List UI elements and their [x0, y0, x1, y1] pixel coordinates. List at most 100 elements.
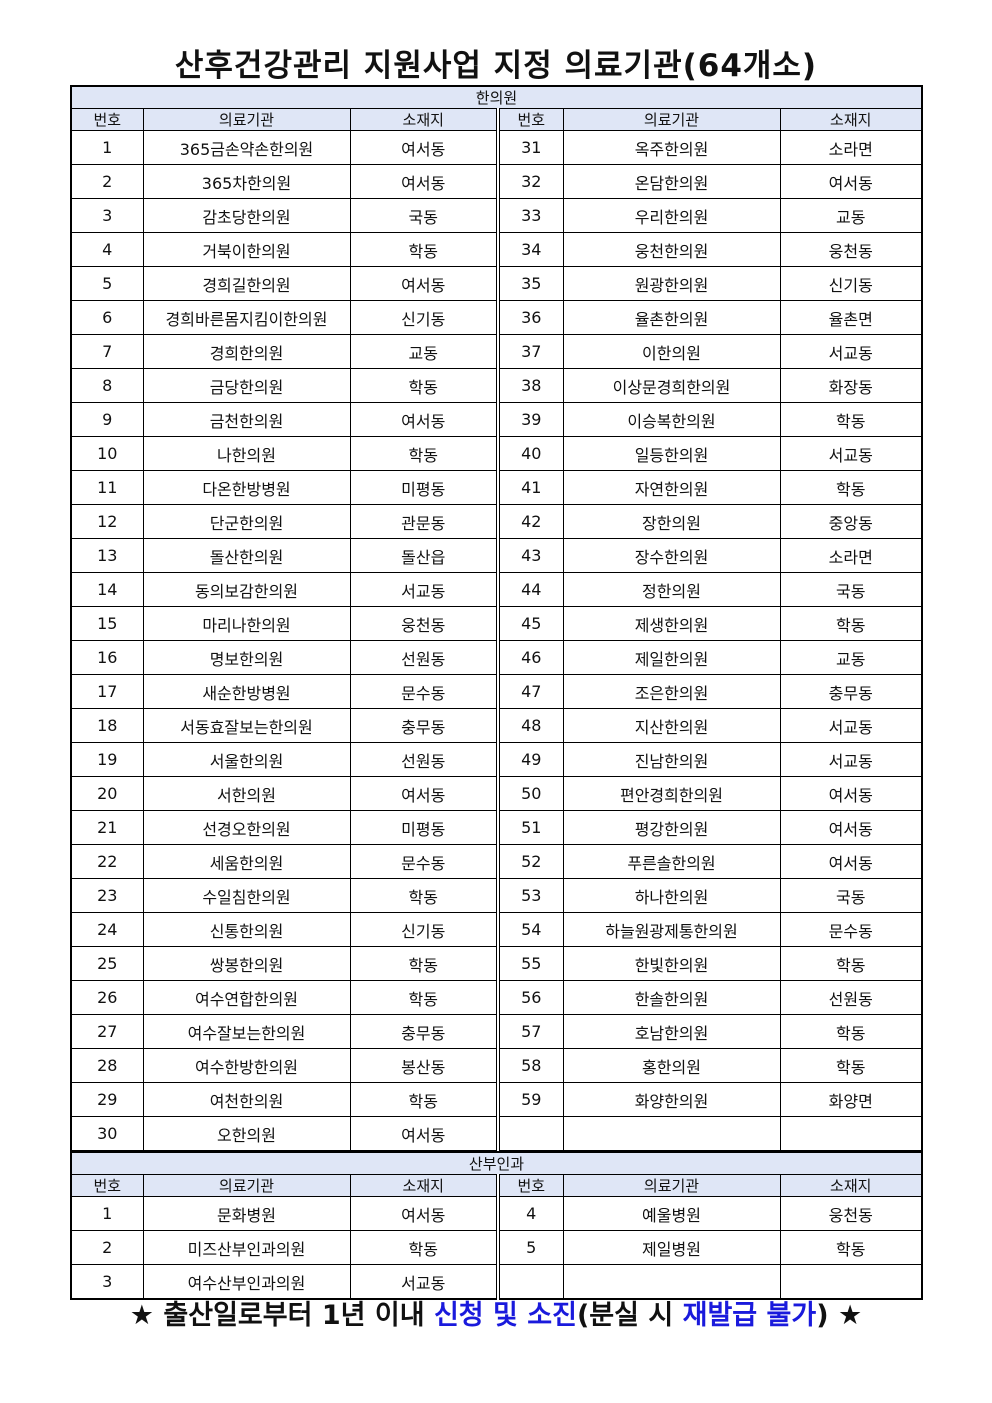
cell-number: 18	[70, 708, 144, 743]
cell-location: 학동	[779, 1014, 923, 1049]
cell-number: 48	[497, 708, 564, 743]
cell-name: 나한의원	[142, 436, 351, 471]
cell-name: 웅천한의원	[562, 232, 781, 267]
cell-location: 학동	[349, 1082, 500, 1117]
cell-name: 장수한의원	[562, 538, 781, 573]
table-row: 6 경희바른몸지킴이한의원 신기동 36 율촌한의원 율촌면	[70, 300, 923, 335]
cell-name: 새순한방병원	[142, 674, 351, 709]
cell-location: 여서동	[779, 164, 923, 199]
cell-number: 53	[497, 878, 564, 913]
cell-number: 58	[497, 1048, 564, 1083]
table-row: 2 365차한의원 여서동 32 온담한의원 여서동	[70, 164, 923, 199]
cell-name: 선경오한의원	[142, 810, 351, 845]
cell-location: 소라면	[779, 130, 923, 165]
cell-name: 돌산한의원	[142, 538, 351, 573]
cell-location: 여서동	[349, 266, 500, 301]
cell-location: 학동	[779, 1230, 923, 1265]
cell-location: 교동	[779, 198, 923, 233]
cell-name: 이한의원	[562, 334, 781, 369]
cell-location	[779, 1116, 923, 1152]
cell-location: 서교동	[779, 334, 923, 369]
cell-name: 화양한의원	[562, 1082, 781, 1117]
cell-location: 선원동	[779, 980, 923, 1015]
cell-name: 한빛한의원	[562, 946, 781, 981]
cell-location: 율촌면	[779, 300, 923, 335]
cell-number: 33	[497, 198, 564, 233]
cell-number: 41	[497, 470, 564, 505]
cell-location: 문수동	[349, 674, 500, 709]
cell-location: 학동	[349, 946, 500, 981]
cell-name: 서울한의원	[142, 742, 351, 777]
cell-name	[562, 1264, 781, 1300]
cell-number: 32	[497, 164, 564, 199]
section-title-row: 산부인과	[70, 1151, 923, 1175]
cell-number: 39	[497, 402, 564, 437]
cell-number: 5	[70, 266, 144, 301]
cell-location: 학동	[779, 946, 923, 981]
cell-name: 쌍봉한의원	[142, 946, 351, 981]
cell-number: 2	[70, 164, 144, 199]
cell-location: 문수동	[349, 844, 500, 879]
cell-name: 단군한의원	[142, 504, 351, 539]
table-row: 13 돌산한의원 돌산읍 43 장수한의원 소라면	[70, 538, 923, 573]
cell-location: 여서동	[349, 776, 500, 811]
cell-name: 금당한의원	[142, 368, 351, 403]
cell-location	[779, 1264, 923, 1300]
cell-number: 17	[70, 674, 144, 709]
table-row: 28 여수한방한의원 봉산동 58 홍한의원 학동	[70, 1048, 923, 1083]
cell-location: 신기동	[349, 300, 500, 335]
cell-name: 마리나한의원	[142, 606, 351, 641]
cell-location: 선원동	[349, 640, 500, 675]
table-row: 19 서울한의원 선원동 49 진남한의원 서교동	[70, 742, 923, 777]
cell-number: 19	[70, 742, 144, 777]
column-header-name: 의료기관	[142, 1174, 351, 1197]
cell-name: 명보한의원	[142, 640, 351, 675]
cell-number: 37	[497, 334, 564, 369]
section-title: 한의원	[70, 85, 923, 109]
table-row: 14 동의보감한의원 서교동 44 정한의원 국동	[70, 572, 923, 607]
cell-location: 웅천동	[349, 606, 500, 641]
cell-location: 선원동	[349, 742, 500, 777]
notice-text: (분실 시	[576, 1300, 683, 1331]
column-header-no: 번호	[70, 1174, 144, 1197]
section-title-row: 한의원	[70, 85, 923, 109]
cell-name: 동의보감한의원	[142, 572, 351, 607]
cell-location: 충무동	[779, 674, 923, 709]
cell-number: 55	[497, 946, 564, 981]
table-row: 26 여수연합한의원 학동 56 한솔한의원 선원동	[70, 980, 923, 1015]
column-header-loc: 소재지	[779, 108, 923, 131]
cell-number: 29	[70, 1082, 144, 1117]
cell-location: 서교동	[779, 742, 923, 777]
obgyn-table: 산부인과 번호 의료기관 소재지 번호 의료기관 소재지 1 문화병원 여서동 4 예울병원 웅천동 2 미…	[70, 1151, 924, 1300]
header-row: 번호 의료기관 소재지 번호 의료기관 소재지	[70, 1174, 923, 1197]
table-row: 7 경희한의원 교동 37 이한의원 서교동	[70, 334, 923, 369]
cell-location: 여서동	[779, 776, 923, 811]
cell-number: 1	[70, 1196, 144, 1231]
cell-name: 여천한의원	[142, 1082, 351, 1117]
cell-location: 국동	[349, 198, 500, 233]
cell-location: 웅천동	[779, 232, 923, 267]
cell-number: 5	[497, 1230, 564, 1265]
table-row: 9 금천한의원 여서동 39 이승복한의원 학동	[70, 402, 923, 437]
cell-name: 진남한의원	[562, 742, 781, 777]
notice-footer: ★ 출산일로부터 1년 이내 신청 및 소진(분실 시 재발급 불가) ★	[0, 1293, 992, 1332]
cell-location: 충무동	[349, 1014, 500, 1049]
table-row: 20 서한의원 여서동 50 편안경희한의원 여서동	[70, 776, 923, 811]
cell-name: 원광한의원	[562, 266, 781, 301]
cell-number: 44	[497, 572, 564, 607]
cell-name: 온담한의원	[562, 164, 781, 199]
cell-location: 학동	[349, 368, 500, 403]
cell-number: 12	[70, 504, 144, 539]
cell-name: 제일병원	[562, 1230, 781, 1265]
cell-name: 세움한의원	[142, 844, 351, 879]
table-row: 11 다온한방병원 미평동 41 자연한의원 학동	[70, 470, 923, 505]
cell-location: 화장동	[779, 368, 923, 403]
cell-location: 학동	[779, 470, 923, 505]
column-header-no: 번호	[497, 1174, 564, 1197]
oriental-clinic-table: 한의원 번호 의료기관 소재지 번호 의료기관 소재지 1 365금손약손한의원 여서동 31 옥주한…	[70, 85, 923, 1152]
cell-number: 40	[497, 436, 564, 471]
cell-number: 25	[70, 946, 144, 981]
cell-name: 하나한의원	[562, 878, 781, 913]
cell-location: 여서동	[349, 1116, 500, 1152]
cell-name: 수일침한의원	[142, 878, 351, 913]
